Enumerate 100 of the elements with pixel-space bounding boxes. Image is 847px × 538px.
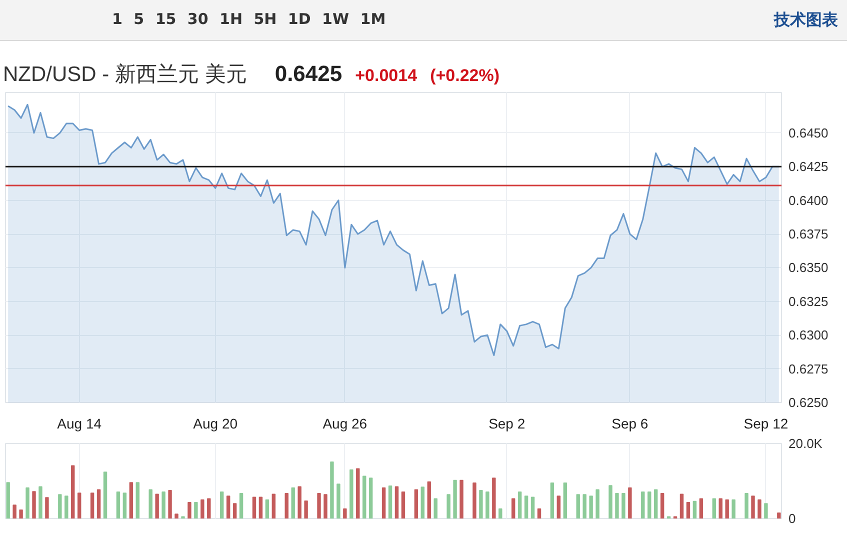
bar (77, 492, 82, 518)
bar (460, 480, 464, 518)
bar (304, 500, 308, 518)
chart-title: NZD/USD - 新西兰元 美元 (3, 63, 247, 86)
bar (188, 502, 192, 518)
bar (479, 490, 483, 518)
x-tick-label: Sep 6 (612, 416, 648, 432)
bar (524, 496, 528, 518)
y-tick-label: 20.0K (788, 436, 823, 451)
x-tick-label: Sep 12 (744, 416, 788, 432)
bar (498, 508, 502, 518)
bar (596, 489, 600, 518)
bar (317, 492, 321, 518)
x-tick-label: Aug 14 (57, 416, 102, 432)
bar (239, 492, 244, 518)
bar (615, 492, 619, 518)
bar (712, 498, 716, 518)
bar (265, 499, 270, 518)
bar (122, 492, 127, 518)
bar (394, 486, 399, 518)
bar (168, 490, 172, 518)
bar (232, 503, 237, 518)
bar (699, 498, 704, 518)
bar (368, 478, 373, 518)
bar (660, 492, 664, 518)
bar (220, 491, 224, 518)
bar (356, 468, 360, 518)
bar (45, 497, 49, 518)
y-tick-label: 0.6400 (788, 192, 828, 208)
bar (291, 487, 295, 518)
bar (382, 487, 386, 518)
bar (350, 469, 354, 518)
y-tick-label: 0.6450 (788, 125, 828, 140)
bar (718, 498, 722, 518)
bar (298, 486, 302, 518)
bar (26, 487, 30, 518)
x-tick-label: Aug 26 (322, 416, 368, 432)
x-tick-label: Sep 2 (488, 416, 526, 432)
bar (58, 494, 62, 518)
bar (654, 489, 658, 518)
bar (103, 472, 108, 518)
bar (556, 496, 561, 518)
bar (486, 491, 490, 518)
y-tick-label: 0.6325 (788, 294, 828, 309)
bar (32, 491, 36, 518)
y-tick-label: 0.6275 (788, 361, 828, 376)
bar (589, 496, 593, 518)
bar (608, 485, 612, 518)
text: 1 5 15 30 1H 5H 1D 1W 1M (112, 9, 386, 30)
bar (628, 487, 632, 518)
x-tick-label: Aug 20 (193, 416, 238, 432)
bar (129, 482, 134, 518)
bar (622, 492, 626, 518)
bar (511, 498, 516, 518)
bar (174, 514, 178, 518)
bar (336, 484, 340, 518)
bar (362, 476, 366, 518)
bar (200, 499, 204, 518)
bar (401, 491, 406, 518)
y-tick-label: 0.6350 (788, 260, 828, 276)
bar (648, 491, 652, 518)
bar (252, 496, 256, 518)
y-tick-label: 0 (788, 511, 796, 526)
bar (272, 494, 276, 518)
bar (284, 492, 288, 518)
bar (550, 482, 554, 518)
bar (453, 480, 457, 518)
bar (446, 494, 450, 518)
bar (434, 498, 438, 518)
bar (64, 496, 68, 518)
bar (226, 496, 230, 518)
bar (725, 499, 729, 518)
bar (744, 492, 748, 518)
bar (582, 494, 586, 518)
bar (116, 491, 120, 518)
bar (324, 494, 328, 518)
bar (155, 494, 159, 518)
bar (136, 482, 140, 518)
bar (576, 494, 580, 518)
bar (258, 496, 263, 518)
ref-line-label: 0.6425 (788, 159, 828, 174)
bar (680, 494, 684, 518)
bar (71, 465, 75, 518)
bar (427, 481, 431, 518)
bar (330, 461, 334, 518)
bar (194, 502, 198, 518)
bar (388, 485, 392, 518)
bar (692, 500, 697, 518)
bar (162, 491, 166, 518)
bar (414, 489, 418, 518)
bar (537, 508, 542, 518)
bar (343, 508, 347, 518)
bar (764, 503, 768, 518)
bar (19, 509, 23, 518)
text: 技术图表 (774, 8, 839, 31)
y-tick-label: 0.6250 (788, 395, 828, 410)
bar (420, 486, 425, 518)
bar (472, 482, 476, 518)
bar (90, 492, 94, 518)
bar (207, 498, 211, 518)
